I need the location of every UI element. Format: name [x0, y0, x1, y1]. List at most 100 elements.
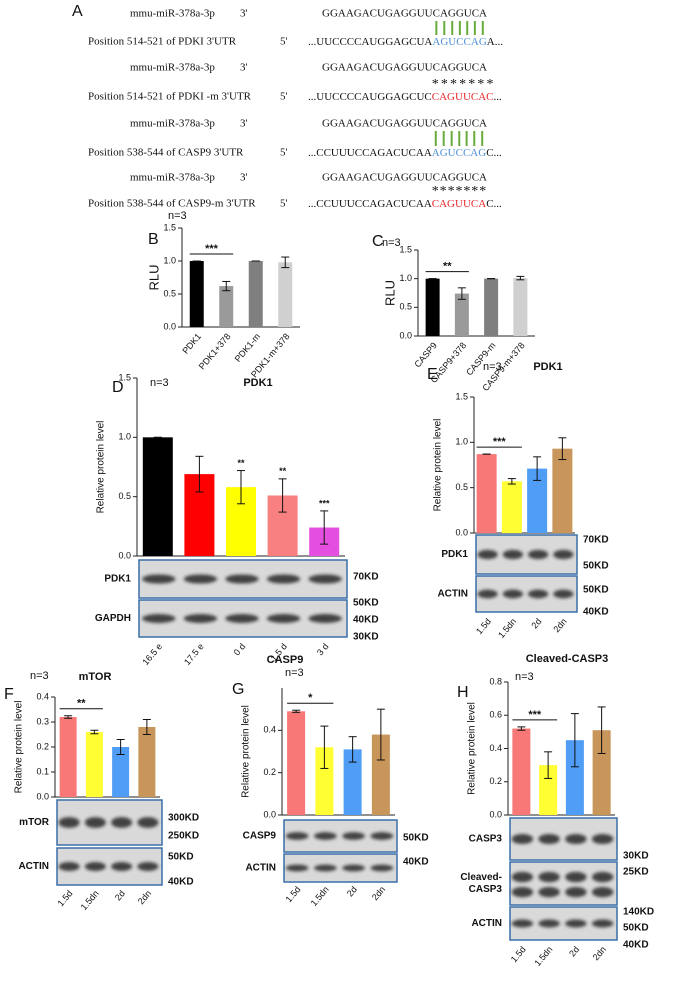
error-bar [544, 751, 553, 779]
annotation: n=3 [285, 667, 304, 679]
size-marker: 30KD [623, 851, 649, 862]
band [111, 862, 133, 871]
error-bar [507, 478, 516, 485]
panel-label: H [457, 684, 469, 701]
error-bar [90, 729, 99, 735]
mismatch-marks: ******* [432, 77, 494, 92]
y-tick-label: 0.0 [36, 791, 49, 801]
blot-label: CASP3 [469, 834, 503, 845]
band [538, 871, 560, 883]
y-tick-label: 0.2 [263, 767, 276, 777]
bar [189, 261, 204, 327]
band [370, 832, 394, 840]
target-name: Position 538-544 of CASP9 3'UTR [88, 147, 244, 159]
band [553, 549, 574, 560]
bar [512, 728, 531, 815]
band [285, 832, 309, 840]
band [84, 817, 106, 828]
y-tick-label: 1.0 [163, 255, 176, 265]
mismatch-marks: ******* [432, 184, 486, 199]
x-tick-label: 1.5dn [532, 944, 554, 968]
y-tick-label: 0.1 [36, 766, 49, 776]
x-tick-label: PDK1-m [233, 331, 263, 363]
bar [539, 765, 558, 815]
bar [454, 293, 469, 336]
band [565, 833, 587, 845]
error-bar [320, 510, 329, 545]
band [477, 589, 498, 599]
x-tick-label: 2dn [551, 616, 568, 634]
significance: *** [528, 709, 542, 721]
y-tick-label: 1.5 [118, 372, 131, 382]
seq-prefix: ...UUCCCCAUGGAGCUA [308, 36, 432, 48]
band [308, 614, 342, 623]
x-tick-label: 1.5d [284, 884, 303, 904]
bar [142, 437, 173, 556]
y-tick-label: 0.5 [163, 288, 176, 298]
mirna-sequence: GGAAGACUGAGGUUCAGGUCA [322, 62, 487, 74]
error-bar [516, 275, 525, 281]
bar [278, 262, 293, 327]
chart-title: CASP9 [267, 654, 304, 666]
bar [371, 734, 390, 815]
size-marker: 50KD [583, 585, 609, 596]
size-marker: 40KD [403, 857, 429, 868]
y-tick-label: 0.4 [263, 725, 276, 735]
size-marker: 40KD [168, 877, 194, 888]
seq-suffix: C... [486, 147, 502, 159]
y-tick-label: 0.2 [36, 741, 49, 751]
band [285, 864, 309, 872]
annotation: n=3 [483, 361, 502, 373]
band [111, 817, 133, 828]
blot-label: ACTIN [437, 589, 468, 600]
size-marker: 140KD [623, 907, 654, 918]
seq-site: CAGUUCA [432, 198, 486, 210]
y-tick-label: 0.0 [163, 321, 176, 331]
size-marker: 50KD [168, 852, 194, 863]
x-tick-label: 2dn [136, 888, 153, 906]
bar [592, 730, 611, 815]
band [538, 833, 560, 845]
band [266, 614, 301, 623]
seq-prefix: ...UUCCCCAUGGAGCUC [308, 91, 432, 103]
x-tick-label: CASP9 [412, 340, 439, 369]
blot-label: ACTIN [245, 863, 276, 874]
chart-title: Cleaved-CASP3 [526, 653, 609, 665]
y-axis-label: RLU [382, 280, 397, 306]
annotation: n=3 [515, 671, 534, 683]
mirna-sequence: GGAAGACUGAGGUUCAGGUCA [322, 118, 487, 130]
size-marker: 40KD [353, 615, 379, 626]
band [225, 574, 259, 584]
error-bar [237, 470, 245, 505]
seq-site: AGUCCAG [432, 36, 486, 48]
y-axis-label: Relative protein level [14, 701, 25, 794]
band [183, 574, 218, 584]
band [511, 871, 534, 883]
error-bar [64, 715, 73, 719]
band [591, 886, 614, 898]
band [266, 574, 301, 584]
target-end: 5' [280, 198, 288, 210]
y-tick-label: 1.0 [455, 437, 468, 447]
y-tick-label: 0.3 [36, 716, 49, 726]
band [342, 864, 365, 872]
size-marker: 250KD [168, 831, 199, 842]
panel-label: C [372, 233, 384, 250]
error-bar [278, 478, 287, 513]
significance: ** [237, 458, 245, 468]
y-tick-label: 0.6 [489, 710, 502, 720]
blot-label: GAPDH [95, 613, 131, 624]
band [58, 862, 80, 871]
blot-label: PDK1 [441, 549, 468, 560]
mirna-end: 3' [240, 62, 248, 74]
error-bar [533, 456, 542, 481]
band [342, 832, 365, 840]
y-tick-label: 1.0 [118, 432, 131, 442]
band [591, 871, 614, 883]
band [528, 589, 549, 599]
size-marker: 50KD [403, 833, 429, 844]
band [58, 817, 80, 828]
target-end: 5' [280, 36, 288, 48]
mirna-name: mmu-miR-378a-3p [130, 172, 215, 184]
